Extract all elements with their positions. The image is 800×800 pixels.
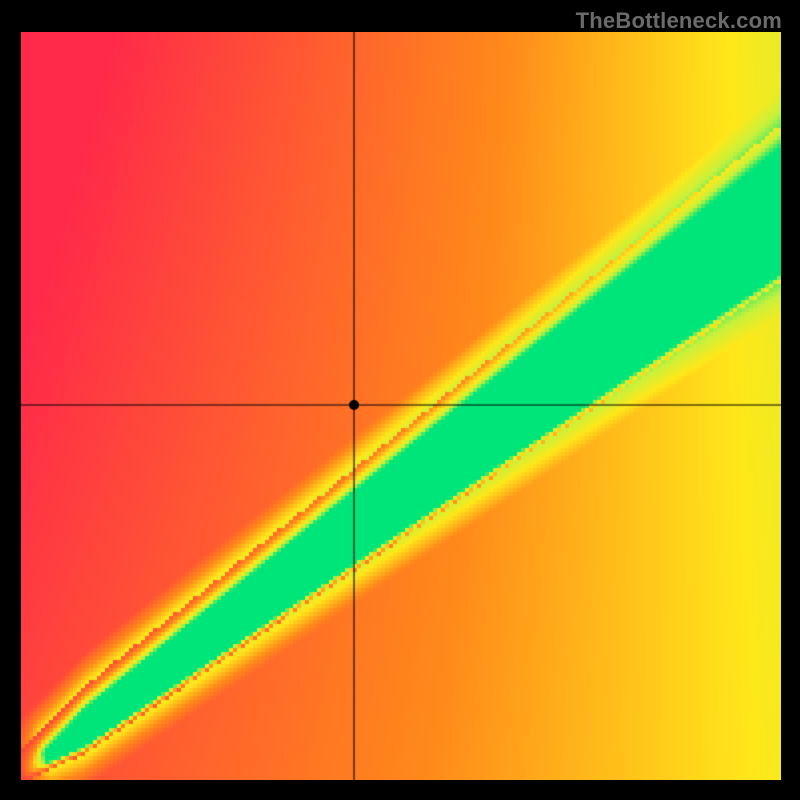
watermark-text: TheBottleneck.com [576,8,782,34]
heatmap-canvas [21,32,781,780]
chart-container: TheBottleneck.com [0,0,800,800]
